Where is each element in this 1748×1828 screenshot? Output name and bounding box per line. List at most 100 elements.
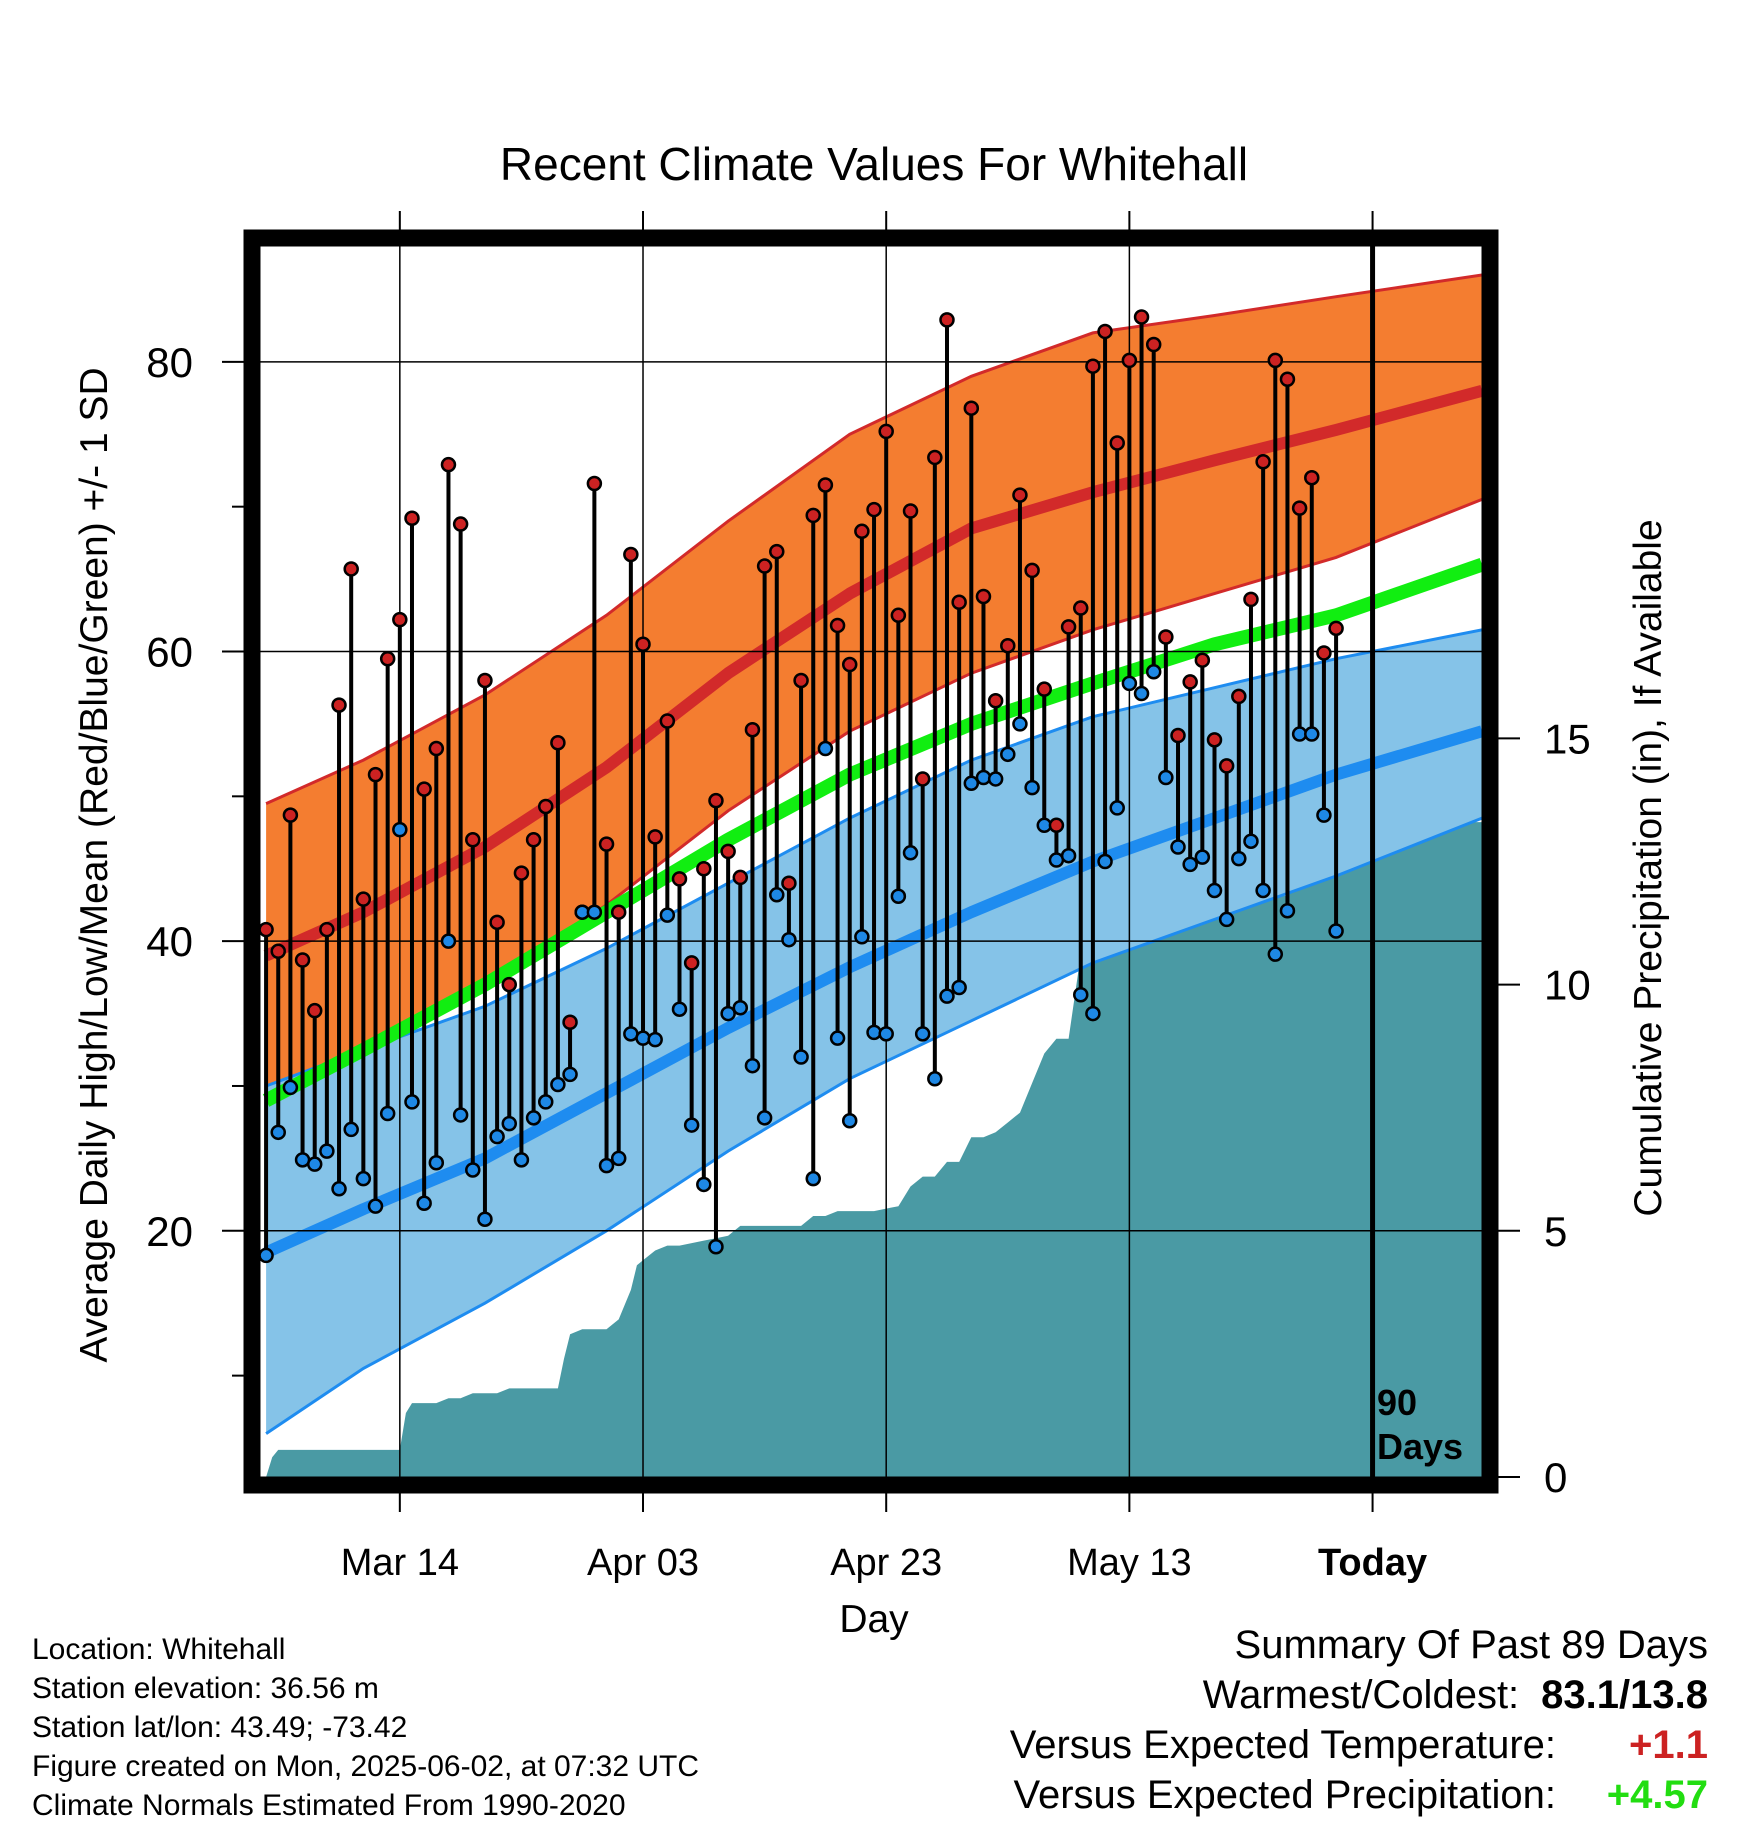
summary-temp: Versus Expected Temperature: +1.1 (1010, 1720, 1708, 1770)
daily-low-point (525, 1110, 542, 1126)
daily-high-point (379, 650, 396, 667)
daily-low-point (392, 821, 408, 838)
y-left-tick-label: 60 (146, 629, 193, 676)
daily-low-point (927, 1070, 943, 1087)
high-sd-band-upper-edge (265, 273, 1482, 805)
daily-low-point (501, 1115, 518, 1132)
daily-high-point (1085, 358, 1101, 374)
daily-low-point (416, 1195, 432, 1212)
days-marker-word: Days (1377, 1426, 1463, 1467)
daily-low-point (720, 1005, 736, 1022)
summary-heading: Summary Of Past 89 Days (1234, 1623, 1708, 1667)
daily-high-point (963, 400, 980, 416)
daily-high-point (355, 891, 372, 907)
plot-frame (243, 229, 1499, 1494)
daily-high-point (902, 503, 919, 519)
daily-low-point (951, 979, 967, 996)
daily-high-point (854, 523, 870, 540)
y-right-tick-label: 15 (1544, 715, 1591, 762)
daily-low-point (1354, 0, 1367, 7)
daily-low-point (1206, 882, 1223, 899)
daily-high-point (513, 865, 530, 881)
daily-low-point (1085, 1005, 1101, 1022)
daily-high-point (1218, 758, 1235, 774)
daily-high-point (975, 588, 992, 605)
daily-high-point (841, 656, 858, 673)
daily-high-point (260, 921, 274, 938)
daily-low-point (683, 1117, 700, 1133)
daily-low-point (270, 1124, 286, 1141)
daily-low-point (671, 1001, 688, 1017)
daily-low-point (260, 1247, 274, 1264)
daily-high-point (683, 955, 700, 971)
y-right-tick-label: 0 (1544, 1454, 1567, 1501)
daily-low-point (452, 1107, 469, 1123)
axes: Mar 14 Apr 03 Apr 23 May 13 Today 20 40 60 80 0 5 1… (146, 211, 1591, 1584)
daily-low-point (598, 1157, 615, 1174)
daily-high-point (367, 766, 384, 783)
daily-low-point (1243, 833, 1259, 849)
daily-low-point (489, 1128, 505, 1145)
daily-high-point (1279, 371, 1296, 387)
latlon-text: Station lat/lon: 43.49; -73.42 (32, 1711, 408, 1744)
daily-high-point (1304, 469, 1320, 486)
daily-low-point (1304, 726, 1320, 742)
daily-low-point (902, 845, 919, 861)
normal-high-line (263, 385, 1482, 962)
elevation-text: Station elevation: 36.56 m (32, 1672, 379, 1705)
daily-low-point (440, 933, 457, 949)
daily-low-point (1012, 716, 1028, 732)
plot-content (260, 0, 1482, 1477)
daily-low-point (647, 1031, 663, 1048)
daily-high-point (1231, 688, 1247, 705)
daily-low-point (1109, 800, 1125, 816)
daily-high-point (878, 423, 894, 440)
y-left-tick-label: 20 (146, 1208, 193, 1255)
precip-area (266, 822, 1482, 1477)
daily-high-point (477, 672, 493, 689)
daily-high-point (306, 1002, 323, 1019)
daily-low-point (1000, 746, 1016, 763)
daily-low-point (1279, 902, 1296, 919)
daily-high-point (416, 781, 432, 797)
daily-low-point (659, 907, 676, 923)
daily-high-point (1255, 454, 1271, 470)
daily-high-point (525, 832, 542, 848)
daily-low-point (817, 740, 834, 757)
daily-low-point (1060, 847, 1077, 864)
daily-low-point (343, 1121, 359, 1138)
daily-low-point (550, 1076, 566, 1093)
daily-high-point (1012, 487, 1028, 503)
daily-high-point (282, 807, 299, 823)
daily-low-point (1133, 685, 1150, 702)
daily-low-point (319, 1143, 335, 1159)
daily-high-point (659, 713, 676, 729)
station-info: Location: Whitehall Station elevation: 3… (32, 1630, 699, 1825)
daily-high-point (1048, 817, 1065, 834)
daily-high-point (1097, 323, 1113, 340)
x-tick-label: May 13 (1067, 1542, 1192, 1584)
daily-low-point (465, 1162, 481, 1178)
daily-low-point (1121, 675, 1138, 692)
daily-low-point (1316, 807, 1332, 823)
x-axis-label: Day (839, 1598, 909, 1641)
daily-high-point (1036, 681, 1053, 697)
daily-low-point (1145, 664, 1162, 680)
daily-low-point (939, 988, 955, 1004)
normals-text: Climate Normals Estimated From 1990-2020 (32, 1789, 626, 1822)
daily-high-point (1024, 562, 1040, 579)
daily-high-point (1182, 674, 1198, 690)
daily-high-point (1267, 352, 1284, 369)
daily-low-point (586, 904, 603, 920)
daily-high-point (562, 1014, 578, 1031)
daily-high-point (452, 516, 469, 532)
daily-high-point (939, 312, 955, 328)
precip-anomaly-label: Versus Expected Precipitation: (1013, 1773, 1556, 1817)
daily-high-point (537, 798, 554, 815)
summary-warm-cold: Warmest/Coldest: 83.1/13.8 (1010, 1670, 1708, 1720)
daily-high-point (1342, 0, 1355, 7)
y-right-axis-label: Cumulative Precipitation (in), If Availa… (1627, 519, 1670, 1216)
daily-low-point (537, 1094, 554, 1110)
daily-high-point (1060, 619, 1077, 635)
